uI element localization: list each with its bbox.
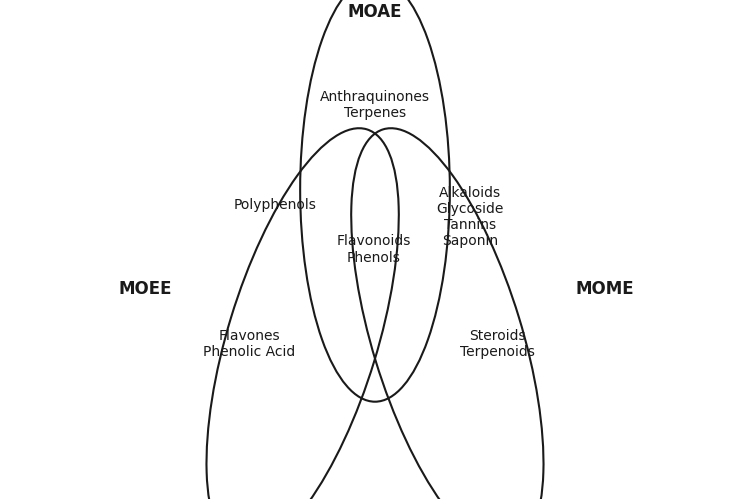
Text: Polyphenols: Polyphenols [234, 198, 316, 212]
Text: Steroids
Terpenoids: Steroids Terpenoids [460, 329, 535, 359]
Text: Flavones
Phenolic Acid: Flavones Phenolic Acid [203, 329, 296, 359]
Text: Flavonoids
Phenols: Flavonoids Phenols [336, 235, 411, 264]
Text: Alkaloids
Glycoside
Tannins
Saponin: Alkaloids Glycoside Tannins Saponin [436, 186, 503, 249]
Text: MOME: MOME [575, 280, 634, 298]
Text: MOEE: MOEE [118, 280, 172, 298]
Text: MOAE: MOAE [348, 3, 402, 21]
Text: Anthraquinones
Terpenes: Anthraquinones Terpenes [320, 90, 430, 120]
